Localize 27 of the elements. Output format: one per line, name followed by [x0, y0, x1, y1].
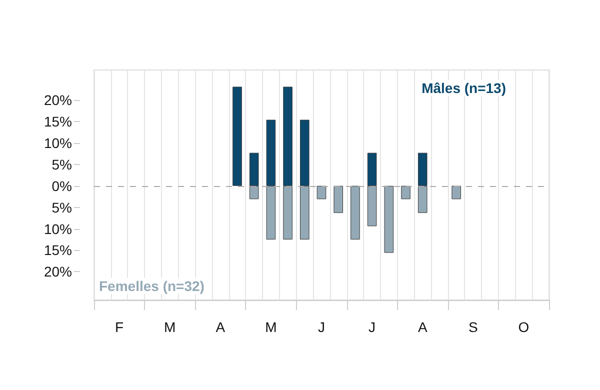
y-tick-label: 5% — [52, 199, 72, 216]
text: Mâles (n=13) — [422, 80, 506, 96]
bar — [384, 186, 394, 253]
bar — [316, 186, 326, 200]
x-tick-label: M — [265, 319, 277, 335]
x-tick-label: F — [114, 319, 124, 335]
x-tick-label: M — [164, 319, 176, 335]
bar — [401, 186, 410, 200]
y-tick-label: 10% — [44, 220, 72, 237]
bar — [350, 186, 360, 240]
x-tick-label: A — [216, 319, 226, 335]
x-tick-label: O — [518, 319, 530, 335]
bar — [452, 186, 461, 200]
x-tick-label: J — [318, 319, 325, 335]
y-tick-label: 15% — [44, 242, 72, 258]
bar — [232, 86, 242, 186]
x-tick-label: S — [468, 319, 478, 335]
y-tick-label: 20% — [44, 264, 72, 280]
y-tick-label: 10% — [44, 134, 72, 151]
text: Femelles (n=32) — [99, 278, 204, 294]
x-tick-label: J — [368, 319, 376, 335]
y-tick-label: 15% — [44, 113, 72, 130]
y-tick-label: 20% — [44, 92, 72, 108]
y-tick-label: 5% — [52, 156, 72, 172]
y-tick-label: 0% — [52, 178, 72, 194]
x-tick-label: A — [418, 319, 428, 335]
bar — [334, 186, 343, 213]
